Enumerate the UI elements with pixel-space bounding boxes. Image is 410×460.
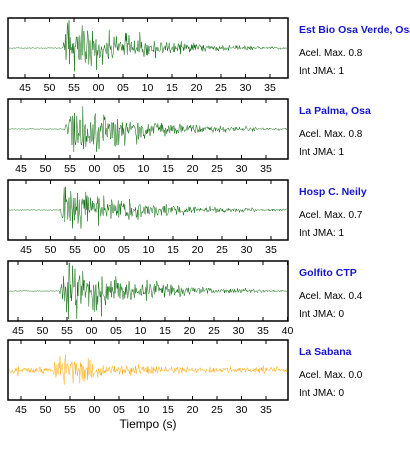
tick-label: 35 [260, 163, 272, 175]
tick-label: 20 [187, 404, 199, 416]
tick-label: 05 [118, 244, 130, 256]
tick-label: 50 [44, 82, 56, 94]
tick-label: 20 [191, 82, 203, 94]
tick-label: 45 [15, 404, 27, 416]
station-name-5: La Sabana [299, 346, 352, 358]
waveform-trace-4 [8, 262, 288, 320]
panel-frame-4 [7, 260, 289, 322]
tick-label: 00 [89, 163, 101, 175]
tick-label: 10 [143, 244, 155, 256]
tick-label: 30 [240, 82, 252, 94]
jma-intensity-5: Int JMA: 0 [299, 388, 344, 399]
tick-label: 25 [215, 82, 227, 94]
tick-label: 00 [94, 244, 106, 256]
tick-label: 30 [236, 404, 248, 416]
tick-label: 10 [138, 404, 150, 416]
tick-label: 10 [138, 163, 150, 175]
tick-label: 35 [265, 244, 277, 256]
waveform-trace-1 [8, 20, 288, 72]
tick-label: 00 [86, 325, 98, 337]
tick-label: 25 [208, 325, 220, 337]
tick-label: 45 [12, 325, 24, 337]
tick-label: 25 [211, 404, 223, 416]
tick-label: 30 [241, 244, 253, 256]
tick-label: 55 [61, 325, 73, 337]
tick-label: 45 [15, 163, 27, 175]
tick-label: 45 [20, 244, 32, 256]
max-acceleration-3: Acel. Max. 0.7 [299, 210, 363, 221]
tick-label: 50 [40, 163, 52, 175]
jma-intensity-3: Int JMA: 1 [299, 228, 344, 239]
tick-label: 40 [282, 325, 294, 337]
tick-label: 00 [93, 82, 105, 94]
station-name-3: Hosp C. Neily [299, 186, 367, 198]
tick-label: 15 [159, 325, 171, 337]
tick-label: 30 [236, 163, 248, 175]
tick-label: 55 [68, 82, 80, 94]
panel-3: 45 50 55 00 05 10 15 20 25 30 35 Hosp C. Neily Acel.… [7, 179, 367, 256]
waveform-trace-3 [8, 186, 287, 229]
tick-label: 15 [166, 82, 178, 94]
panel-frame-2 [7, 98, 289, 160]
tick-label: 35 [257, 325, 269, 337]
panel-5: 45 50 55 00 05 10 15 20 25 30 35 La Sabana Acel. Max… [7, 339, 363, 416]
panel-2: 45 50 55 00 05 10 15 20 25 30 35 La Palma, Osa Acel.… [7, 98, 371, 175]
tick-label: 55 [64, 404, 76, 416]
tick-label: 50 [37, 325, 49, 337]
max-acceleration-4: Acel. Max. 0.4 [299, 291, 363, 302]
station-name-1: Est Bio Osa Verde, Osa [299, 24, 410, 36]
tick-label: 45 [19, 82, 31, 94]
tick-label: 25 [216, 244, 228, 256]
panel-4: 45 50 55 00 05 10 15 20 25 30 35 40 Golfito CTP Acel.… [7, 260, 363, 337]
tick-label: 10 [142, 82, 154, 94]
tick-label: 30 [233, 325, 245, 337]
waveform-trace-2 [8, 106, 288, 152]
x-axis-label: Tiempo (s) [120, 417, 177, 431]
tick-label: 35 [260, 404, 272, 416]
tick-label: 15 [162, 404, 174, 416]
tick-label: 55 [64, 163, 76, 175]
tick-label: 15 [167, 244, 179, 256]
max-acceleration-5: Acel. Max. 0.0 [299, 370, 363, 381]
tick-label: 10 [135, 325, 147, 337]
station-name-2: La Palma, Osa [299, 105, 371, 117]
max-acceleration-1: Acel. Max. 0.8 [299, 48, 363, 59]
tick-label: 15 [162, 163, 174, 175]
tick-label: 05 [113, 404, 125, 416]
jma-intensity-2: Int JMA: 1 [299, 147, 344, 158]
tick-label: 05 [110, 325, 122, 337]
jma-intensity-1: Int JMA: 1 [299, 66, 344, 77]
max-acceleration-2: Acel. Max. 0.8 [299, 129, 363, 140]
panel-frame-5 [7, 339, 289, 401]
tick-label: 00 [89, 404, 101, 416]
jma-intensity-4: Int JMA: 0 [299, 309, 344, 320]
tick-label: 55 [69, 244, 81, 256]
tick-label: 20 [187, 163, 199, 175]
station-name-4: Golfito CTP [299, 267, 357, 279]
tick-label: 05 [113, 163, 125, 175]
tick-label: 25 [211, 163, 223, 175]
tick-label: 20 [192, 244, 204, 256]
tick-label: 20 [184, 325, 196, 337]
waveform-trace-5 [8, 354, 288, 385]
panel-1: 45 50 55 00 05 10 15 20 25 30 35 Est Bio Osa Verde,… [7, 17, 410, 94]
tick-label: 50 [45, 244, 57, 256]
tick-label: 50 [40, 404, 52, 416]
tick-label: 35 [264, 82, 276, 94]
tick-label: 05 [117, 82, 129, 94]
